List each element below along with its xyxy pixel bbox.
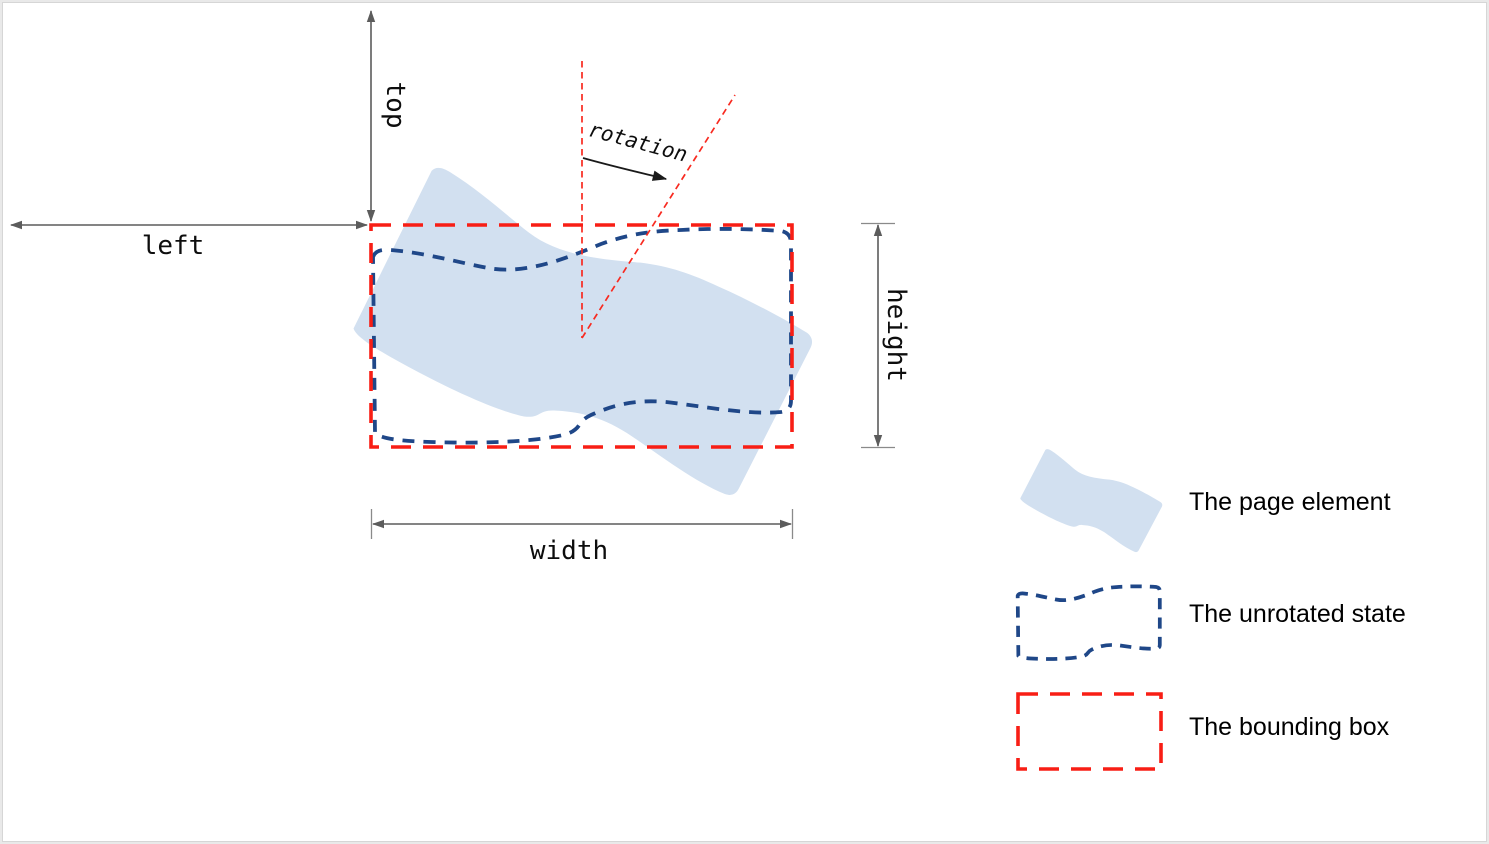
legend-bounding-box-label: The bounding box: [1189, 713, 1390, 741]
bounding-box-outline: [369, 223, 794, 449]
legend-item-unrotated-state: The unrotated state: [1015, 584, 1406, 661]
top-label: top: [380, 82, 410, 129]
rotation-arc-arrow: [582, 157, 668, 181]
height-label: height: [881, 288, 911, 382]
legend-page-element-label: The page element: [1189, 488, 1391, 516]
legend-unrotated-state-label: The unrotated state: [1189, 600, 1406, 628]
left-label: left: [142, 231, 205, 261]
legend-item-page-element: The page element: [1018, 442, 1391, 562]
legend-page-element-swatch: [1018, 442, 1164, 562]
legend-unrotated-state-swatch: [1015, 584, 1162, 661]
width-label: width: [530, 536, 608, 566]
legend-bounding-box-swatch: [1016, 692, 1163, 771]
bounding-box-diagram: rotation top left height width The page …: [10, 9, 1406, 771]
legend: The page element The unrotated state The…: [1015, 442, 1406, 771]
rotation-axis-rotated-line: [581, 94, 736, 339]
legend-item-bounding-box: The bounding box: [1016, 692, 1390, 771]
page-element-shape: [347, 145, 817, 526]
rotation-label: rotation: [586, 117, 690, 166]
